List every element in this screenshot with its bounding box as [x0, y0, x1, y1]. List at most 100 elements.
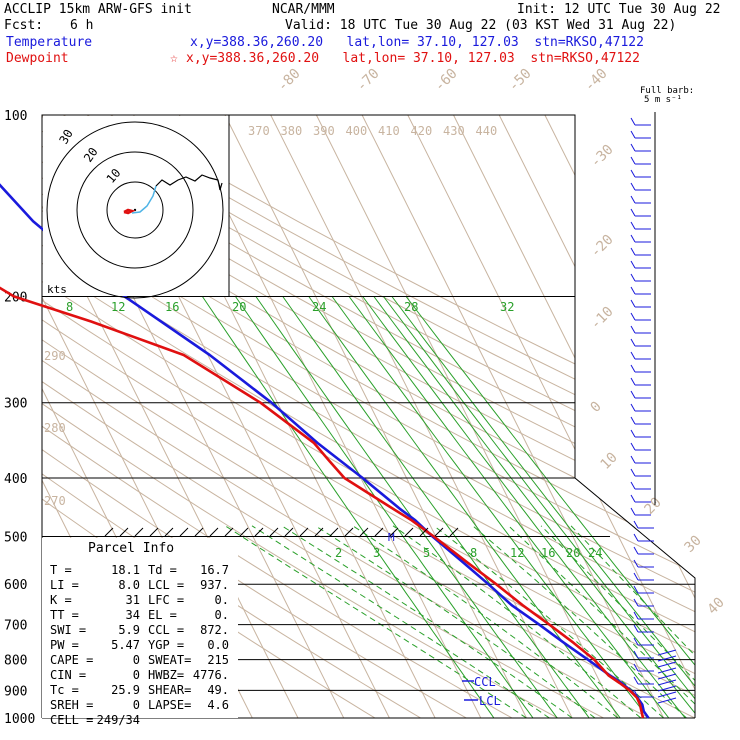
pressure-tick-label: 500: [4, 530, 27, 545]
dry-adiabat-line: [42, 115, 695, 718]
mixing-ratio-label: 12: [510, 546, 524, 560]
pressure-tick-label: 400: [4, 472, 27, 487]
hatch-mark: [404, 527, 414, 537]
dry-adiabat-line: [42, 115, 695, 718]
fcst-label: Fcst:: [4, 18, 44, 33]
dry-adiabat-line: [42, 115, 695, 718]
isotherm-label: -20: [588, 232, 617, 261]
mixing-ratio-line: [201, 296, 495, 718]
theta-label: 390: [313, 124, 335, 138]
barb-key-line1: Full barb:: [640, 86, 695, 96]
dry-adiabat-line: [42, 115, 695, 718]
hatch-mark: [299, 527, 309, 537]
dry-adiabat-line: [42, 115, 695, 718]
dry-adiabat-line: [42, 115, 695, 718]
hodograph-ring: [46, 121, 224, 299]
wind-barb-flag: [630, 403, 636, 412]
parcel-row-value: 18.1: [111, 563, 140, 577]
isotherm-line: [498, 115, 695, 718]
mixing-ratio-label: 20: [232, 300, 246, 314]
wind-barb-flag: [633, 624, 639, 633]
parcel-row-value: 49.: [207, 683, 229, 697]
parcel-row-label: SWI =: [50, 623, 86, 637]
wind-barb-low: [657, 649, 677, 656]
isotherm-line: [315, 115, 619, 718]
wind-barb-flag: [630, 468, 636, 477]
parcel-row-value: 872.: [200, 623, 229, 637]
isotherm-label: 30: [682, 533, 705, 556]
wind-barb-flag: [630, 182, 636, 191]
wind-barb-flag: [630, 273, 636, 282]
isotherm-label: -70: [354, 66, 383, 95]
init-time: Init: 12 UTC Tue 30 Aug 22: [517, 2, 721, 17]
parcel-row-value: 5.9: [118, 623, 140, 637]
hodograph-units-label: kts: [47, 283, 67, 296]
isotherm-line: [178, 115, 482, 718]
isotherm-label: -30: [588, 142, 617, 171]
dry-adiabat-line: [62, 115, 695, 718]
hatch-mark: [224, 527, 234, 537]
dry-adiabat-line: [42, 115, 695, 718]
dry-adiabat-line: [42, 115, 513, 718]
wind-barb-flag: [633, 611, 639, 620]
hatch-mark: [329, 527, 339, 537]
parcel-row-value: 8.0: [118, 578, 140, 592]
parcel-row-value: 249/34: [97, 713, 140, 727]
dewpoint-legend-label: Dewpoint: [6, 51, 69, 66]
theta-label-left: 270: [44, 494, 66, 508]
wind-barb-flag: [630, 494, 636, 503]
wind-barb-flag: [630, 364, 636, 373]
theta-label: 430: [443, 124, 465, 138]
isotherm-line: [224, 115, 527, 718]
parcel-row-label: Tc =: [50, 683, 79, 697]
wind-barb-flag: [630, 247, 636, 256]
moist-adiabat-line: [224, 525, 527, 718]
isotherm-label: -40: [582, 66, 611, 95]
moist-adiabat-line: [508, 525, 695, 718]
isotherm-line: [453, 115, 695, 718]
parcel-row-value: 0.0: [207, 638, 229, 652]
hatch-mark: [449, 527, 459, 537]
wind-barb-flag: [630, 312, 636, 321]
dewpoint-star-icon: ☆: [170, 51, 178, 66]
mixing-ratio-label: 16: [541, 546, 555, 560]
hatch-mark: [314, 527, 324, 537]
wind-barb-low: [657, 685, 677, 692]
wind-barb-flag: [630, 208, 636, 217]
moist-adiabat-line: [540, 525, 695, 718]
mixing-ratio-label: 24: [312, 300, 326, 314]
hodograph-ring: [106, 181, 164, 239]
mixing-ratio-label: 3: [373, 546, 380, 560]
parcel-row-value: 4.6: [207, 698, 229, 712]
wind-barb-flag: [630, 507, 636, 516]
hatch-mark: [209, 527, 219, 537]
theta-label: 420: [411, 124, 433, 138]
wind-barb-flag: [633, 663, 639, 672]
moist-adiabat-line: [392, 525, 642, 718]
hatch-mark: [239, 527, 249, 537]
valid-time: Valid: 18 UTC Tue 30 Aug 22 (03 KST Wed …: [285, 18, 677, 33]
wind-barb-flag: [630, 351, 636, 360]
wind-barb-flag: [633, 637, 639, 646]
pressure-tick-label: 900: [4, 684, 27, 699]
wind-barb-flag: [630, 455, 636, 464]
hatch-mark: [164, 527, 174, 537]
parcel-row-label: LI =: [50, 578, 79, 592]
isotherm-line: [407, 115, 695, 718]
isotherm-label: 10: [598, 450, 621, 473]
theta-label: 380: [281, 124, 303, 138]
hodograph-bg: [43, 116, 229, 296]
parcel-row-label: HWBZ=: [148, 668, 184, 682]
dry-adiabat-line: [42, 115, 695, 718]
hodograph-low-segment: [123, 208, 136, 215]
wind-barb-flag: [630, 429, 636, 438]
pressure-tick-label: 300: [4, 397, 27, 412]
dewpoint-profile-line: [0, 286, 645, 719]
ccl-label: CCL: [474, 675, 496, 689]
isotherm-label: -50: [506, 66, 535, 95]
parcel-row-label: SHEAR=: [148, 683, 191, 697]
hodograph: [43, 115, 230, 299]
isotherm-label: -80: [275, 66, 304, 95]
wind-barb-flag: [630, 325, 636, 334]
